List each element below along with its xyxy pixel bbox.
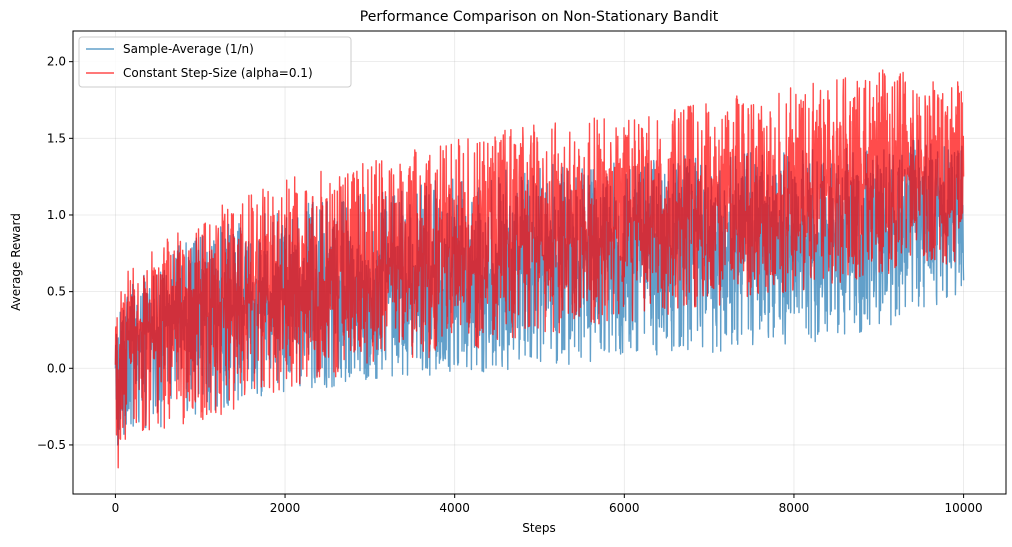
series-line-1	[114, 69, 965, 469]
chart-title: Performance Comparison on Non-Stationary…	[360, 9, 719, 25]
legend-box	[78, 36, 352, 88]
plot-frame	[72, 30, 1007, 495]
y-tick-label: 0.5	[47, 285, 66, 299]
y-tick-label: 1.0	[47, 208, 66, 222]
y-axis: −0.5 0.0 0.5 1.0 1.5 2.0	[37, 55, 73, 452]
x-tick-label: 6000	[609, 501, 640, 515]
x-tick-label: 4000	[439, 501, 470, 515]
x-axis-label: Steps	[522, 521, 556, 535]
y-tick-label: 0.0	[47, 361, 66, 375]
y-tick-label: 1.5	[47, 131, 66, 145]
x-tick-label: 0	[112, 501, 120, 515]
y-tick-label: −0.5	[37, 438, 66, 452]
legend-label-sample-average: Sample-Average (1/n)	[123, 42, 254, 56]
legend-label-constant-step: Constant Step-Size (alpha=0.1)	[123, 66, 313, 80]
series-layer	[114, 69, 965, 469]
x-tick-label: 2000	[270, 501, 301, 515]
y-tick-label: 2.0	[47, 55, 66, 69]
x-tick-label: 8000	[779, 501, 810, 515]
x-tick-label: 10000	[944, 501, 982, 515]
y-axis-label: Average Reward	[9, 213, 23, 311]
x-axis: 0 2000 4000 6000 8000 10000	[112, 494, 983, 515]
legend: Sample-Average (1/n) Constant Step-Size …	[78, 36, 352, 88]
